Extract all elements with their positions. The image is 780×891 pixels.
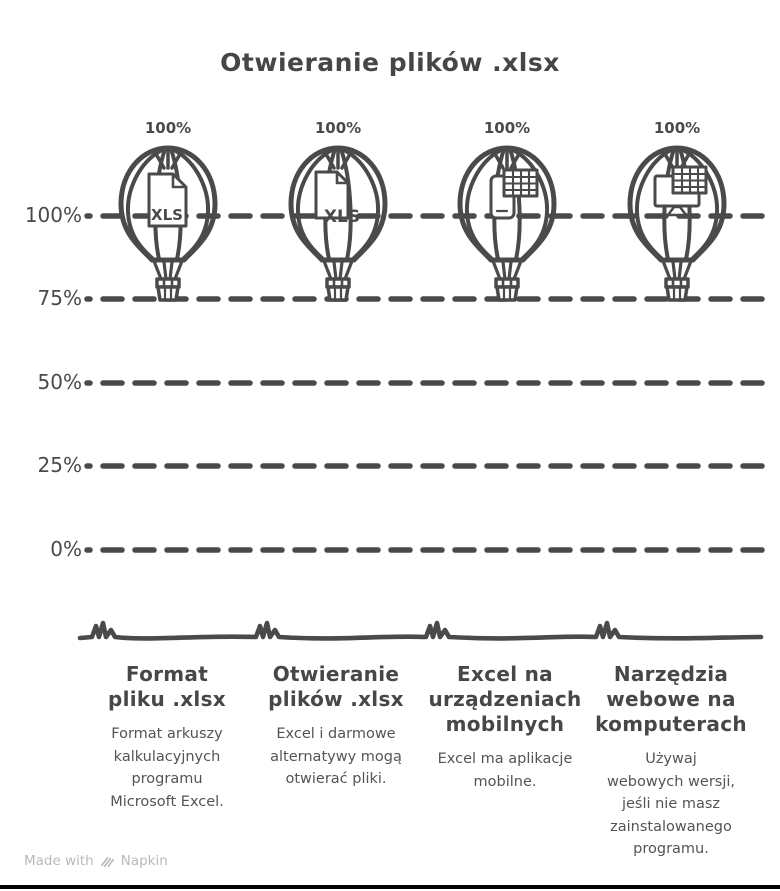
value-label: 100% xyxy=(314,119,362,137)
y-tick-label: 0% xyxy=(50,537,82,561)
napkin-brand-label: Napkin xyxy=(120,853,168,869)
desktop-spreadsheet-icon xyxy=(653,165,708,217)
value-label: 100% xyxy=(483,119,531,137)
made-with-label: Made with xyxy=(24,853,94,869)
balloon-excel-mobile xyxy=(447,142,567,302)
column-description: Używaj webowych wersji, jeśli nie masz z… xyxy=(606,751,736,857)
column-title: Narzędzia webowe na komputerach xyxy=(595,662,747,736)
value-label: 100% xyxy=(144,119,192,137)
xls-file-export-icon: XLS xyxy=(314,170,360,227)
svg-text:XLS: XLS xyxy=(151,206,183,224)
column-web-tools: Narzędzia webowe na komputerach Używaj w… xyxy=(582,662,760,861)
page-title: Otwieranie plików .xlsx xyxy=(220,48,560,77)
svg-text:XLS: XLS xyxy=(324,207,360,227)
y-tick-label: 100% xyxy=(24,203,82,227)
y-tick-label: 25% xyxy=(37,453,82,477)
column-title: Otwieranie plików .xlsx xyxy=(268,662,404,711)
xls-file-icon: XLS xyxy=(147,172,188,228)
column-format-xlsx: Format pliku .xlsx Format arkuszy kalkul… xyxy=(78,662,256,813)
y-tick-label: 50% xyxy=(37,370,82,394)
column-title: Format pliku .xlsx xyxy=(108,662,226,711)
column-description: Excel ma aplikacje mobilne. xyxy=(437,751,573,790)
balloon-otwieranie-xlsx: XLS xyxy=(278,142,398,302)
bottom-border xyxy=(0,885,780,889)
column-description: Excel i darmowe alternatywy mogą otwiera… xyxy=(270,726,402,787)
balloon-web-tools xyxy=(617,142,737,302)
column-otwieranie-xlsx: Otwieranie plików .xlsx Excel i darmowe … xyxy=(247,662,425,791)
value-label: 100% xyxy=(653,119,701,137)
y-tick-label: 75% xyxy=(37,286,82,310)
made-with-napkin-watermark: Made with Napkin xyxy=(24,853,168,869)
mobile-spreadsheet-icon xyxy=(489,168,539,220)
column-title: Excel na urządzeniach mobilnych xyxy=(428,662,582,736)
column-excel-mobile: Excel na urządzeniach mobilnych Excel ma… xyxy=(416,662,594,793)
napkin-logo-icon xyxy=(100,856,114,867)
column-description: Format arkuszy kalkulacyjnych programu M… xyxy=(110,726,224,810)
balloon-format-xlsx: XLS xyxy=(108,142,228,302)
